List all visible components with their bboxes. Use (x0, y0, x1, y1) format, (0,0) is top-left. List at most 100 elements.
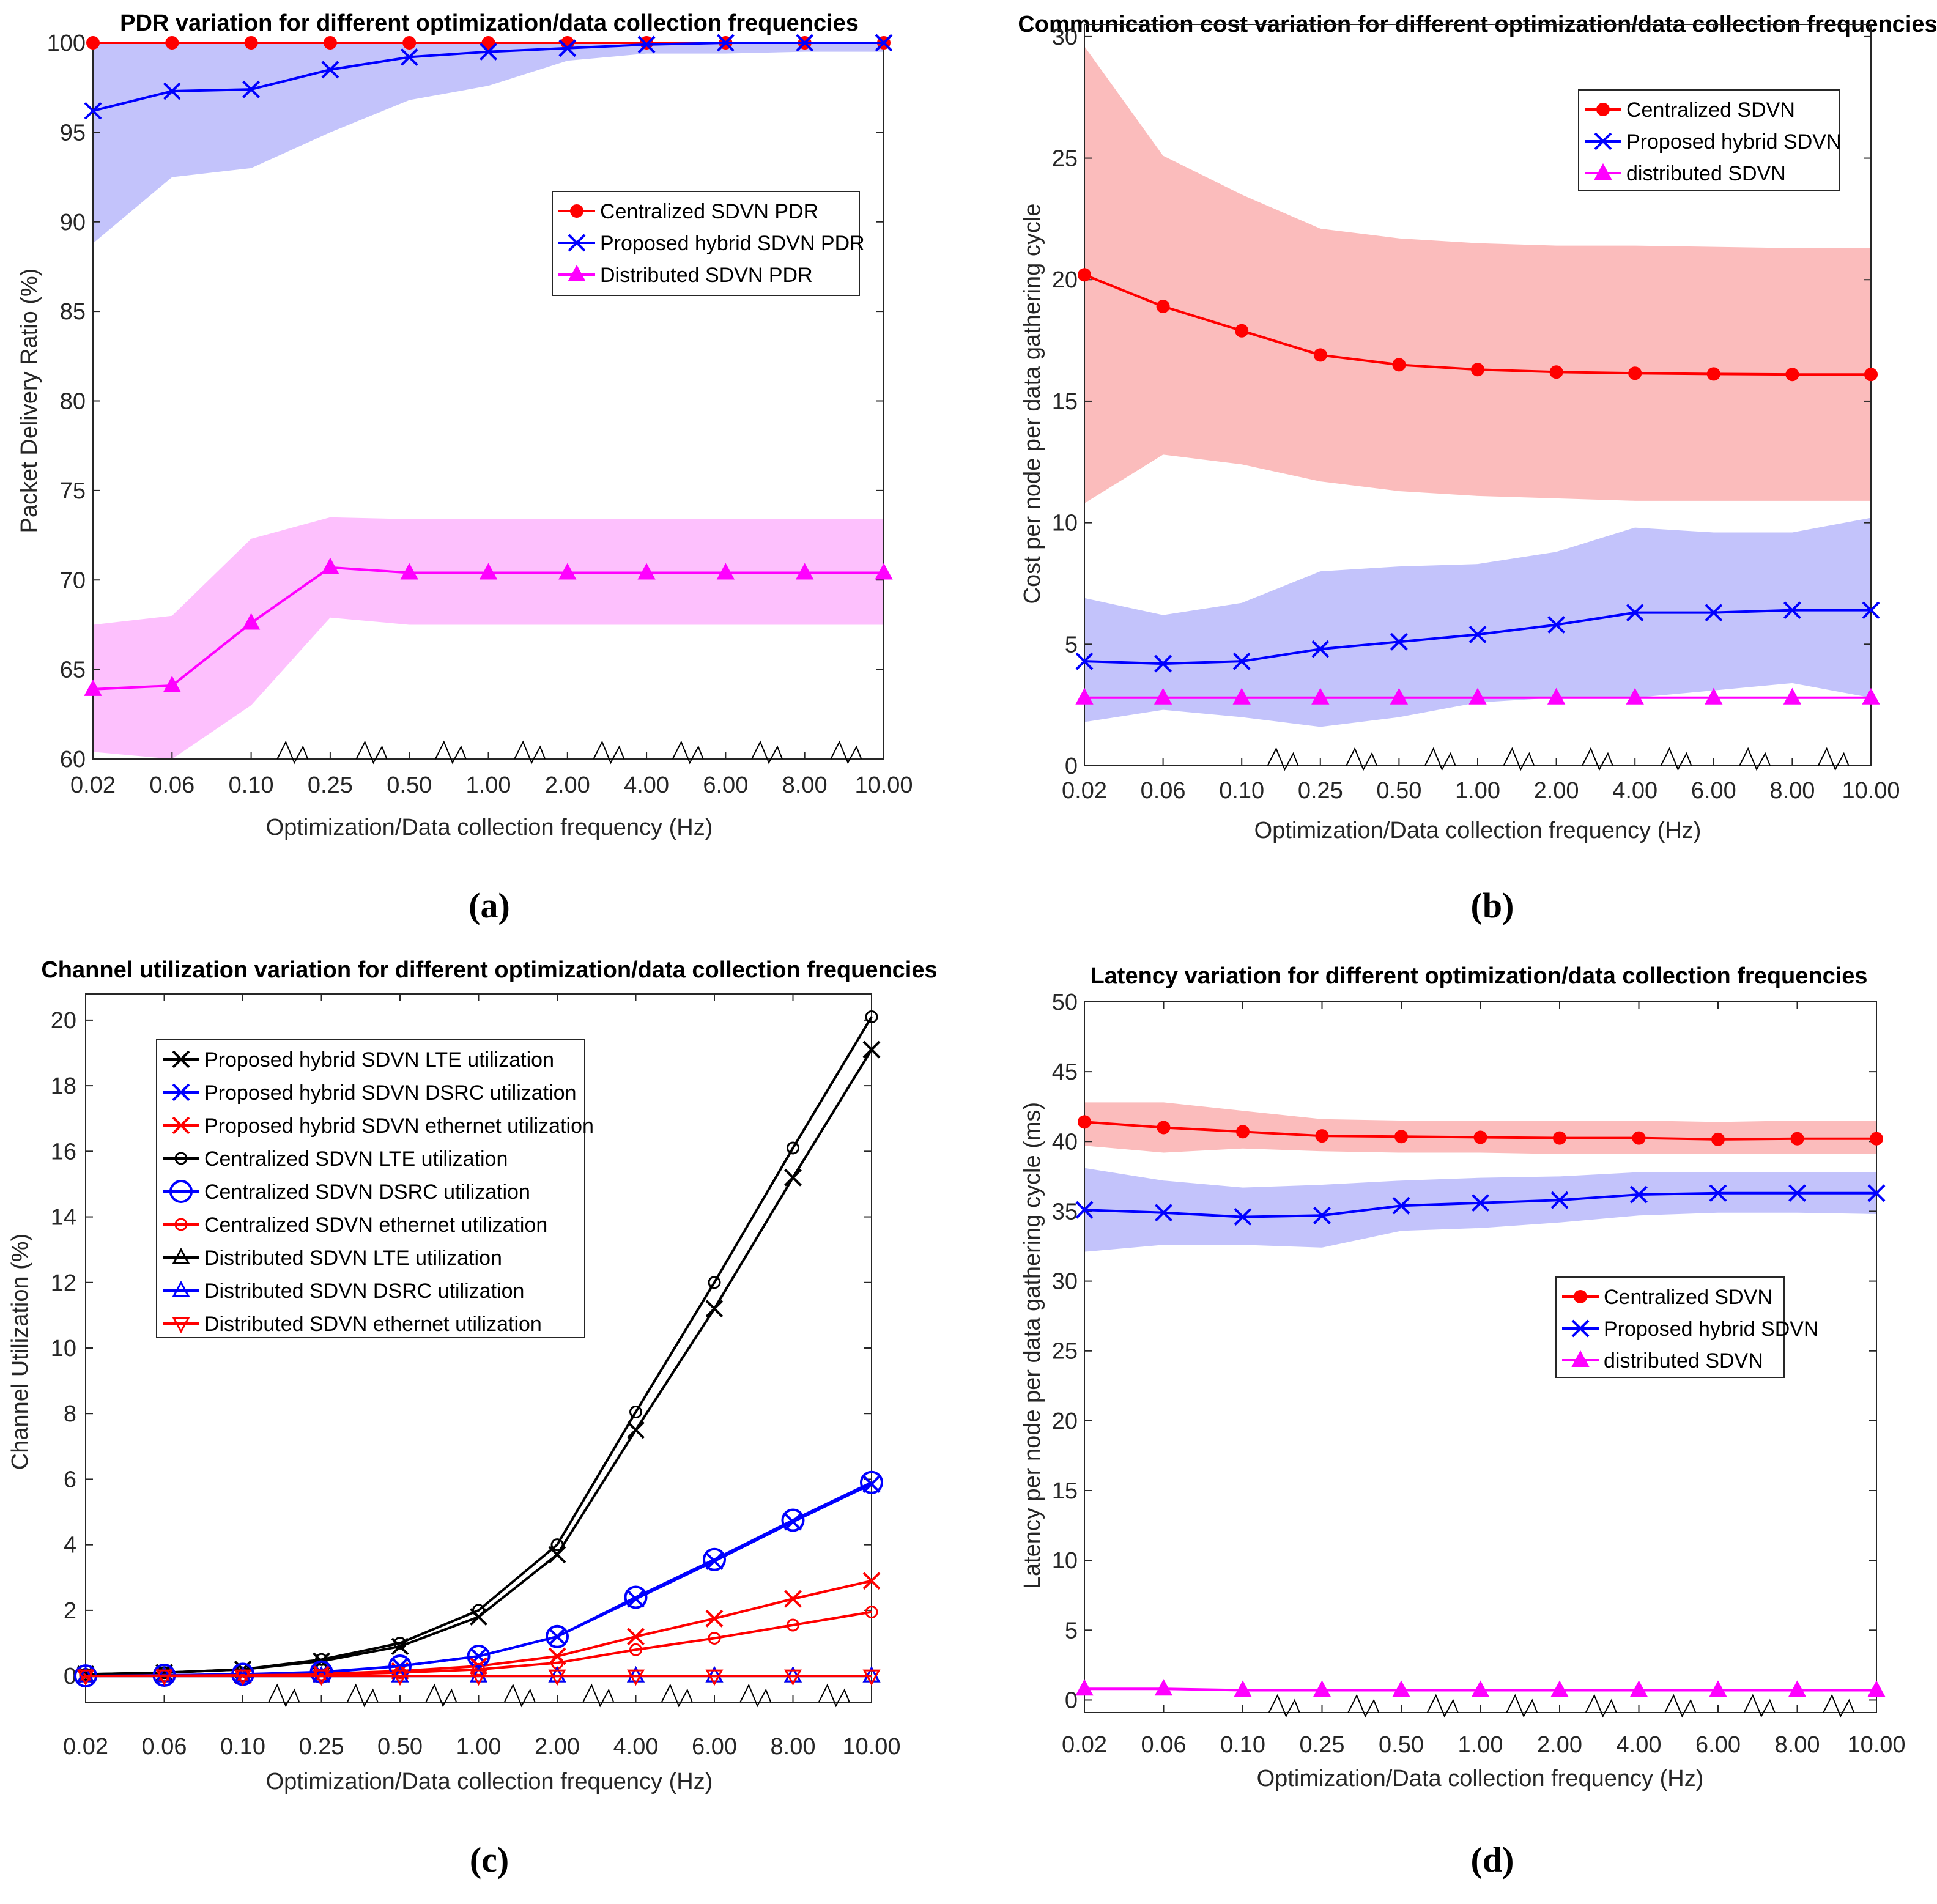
axis-break-mark (514, 740, 546, 765)
data-point-s0-p10 (1864, 368, 1878, 382)
data-point-s0-p0 (1078, 1115, 1091, 1129)
confidence-band-2 (93, 517, 884, 759)
x-tick-label: 0.02 (70, 772, 116, 798)
x-tick-label: 0.10 (220, 1734, 265, 1760)
y-tick-label: 20 (51, 1008, 76, 1034)
data-point-s0-p10 (1870, 1132, 1883, 1146)
legend-label: Centralized SDVN ethernet utilization (204, 1213, 547, 1237)
data-point-s2-p7 (627, 1628, 645, 1646)
x-tick-label: 6.00 (1695, 1732, 1741, 1758)
data-point-s1-p6 (1547, 616, 1566, 634)
data-point-s1-p4 (400, 48, 418, 66)
panel-caption: (c) (470, 1840, 509, 1880)
data-point-s0-p6 (1549, 365, 1563, 379)
data-point-s1-p4 (1390, 632, 1408, 651)
panel-caption: (a) (469, 886, 510, 925)
y-tick-label: 20 (1052, 267, 1078, 293)
axis-break-mark (1424, 747, 1456, 771)
x-tick-label: 10.00 (842, 1734, 900, 1760)
data-point-s1-p9 (1788, 1184, 1806, 1202)
axis-break-mark (346, 1683, 379, 1708)
y-tick-label: 80 (60, 389, 86, 415)
data-point-s0-p7 (627, 1421, 645, 1439)
data-point-s2-p8 (1709, 1680, 1727, 1697)
axis-break-mark (1426, 1694, 1459, 1718)
data-point-s1-p10 (1862, 601, 1880, 620)
x-tick-label: 0.02 (63, 1734, 108, 1760)
legend-marker (172, 1083, 190, 1102)
panel-a: PDR variation for different optimization… (17, 10, 913, 925)
data-point-s1-p5 (480, 43, 497, 61)
legend-marker (1596, 103, 1610, 116)
axis-break-mark (1347, 1694, 1380, 1718)
data-point-s2-p7 (637, 563, 656, 580)
y-tick-label: 25 (1052, 146, 1078, 172)
confidence-band-0 (1084, 46, 1871, 503)
x-tick-label: 8.00 (1769, 778, 1815, 804)
legend-box (156, 1039, 585, 1338)
legend-label: Distributed SDVN LTE utilization (204, 1246, 502, 1270)
y-tick-label: 30 (1052, 24, 1078, 50)
x-tick-label: 2.00 (535, 1734, 580, 1760)
data-point-s1-p4 (1392, 1196, 1410, 1215)
axis-break-mark (1743, 1694, 1776, 1718)
legend-label: Centralized SDVN (1604, 1286, 1772, 1309)
data-point-s8-p7 (626, 1669, 645, 1686)
data-point-s0-p5 (1471, 363, 1484, 377)
legend-marker (174, 1218, 188, 1231)
x-tick-label: 6.00 (703, 772, 748, 798)
y-tick-label: 30 (1052, 1269, 1078, 1295)
data-point-s5-p8 (708, 1631, 721, 1645)
data-point-s4-p10 (860, 1470, 883, 1494)
x-tick-label: 6.00 (692, 1734, 737, 1760)
x-tick-label: 1.00 (1458, 1732, 1503, 1758)
legend-label: Distributed SDVN PDR (600, 264, 813, 287)
axis-break-mark (1585, 1694, 1617, 1718)
data-point-s1-p0 (84, 102, 102, 120)
axis-break-mark (1660, 747, 1692, 771)
legend-label: Proposed hybrid SDVN LTE utilization (204, 1048, 554, 1072)
data-point-s0-p2 (1236, 1125, 1250, 1139)
data-point-s7-p1 (155, 1665, 174, 1683)
x-tick-label: 0.50 (387, 772, 432, 798)
data-point-s0-p3 (323, 36, 337, 50)
data-point-s7-p6 (548, 1665, 566, 1683)
data-point-s1-p1 (1155, 1204, 1172, 1222)
data-point-s2-p0 (84, 679, 102, 696)
data-point-s7-p3 (312, 1665, 331, 1683)
data-point-s2-p10 (862, 1572, 881, 1590)
data-point-s0-p1 (165, 36, 179, 50)
data-point-s2-p8 (716, 563, 735, 580)
data-point-s2-p2 (1234, 1680, 1252, 1697)
data-point-s4-p7 (624, 1585, 648, 1609)
data-point-s1-p2 (1232, 652, 1251, 670)
y-tick-label: 50 (1052, 990, 1078, 1015)
y-tick-label: 15 (1052, 389, 1078, 415)
chart-title: PDR variation for different optimization… (120, 10, 859, 36)
data-point-s1-p8 (1709, 1184, 1727, 1202)
y-tick-label: 25 (1052, 1339, 1078, 1365)
axis-break-mark (830, 740, 862, 765)
axis-break-mark (672, 740, 704, 765)
panel-c: Channel utilization variation for differ… (7, 957, 938, 1880)
data-point-s1-p9 (1783, 601, 1801, 620)
legend-label: Centralized SDVN (1626, 98, 1795, 122)
data-point-s0-p3 (1313, 348, 1327, 362)
axis-break-mark (1823, 1694, 1855, 1718)
y-tick-label: 18 (51, 1073, 76, 1099)
y-tick-label: 70 (60, 568, 86, 593)
data-point-s5-p10 (865, 1606, 878, 1619)
x-tick-label: 0.10 (229, 772, 274, 798)
x-tick-label: 4.00 (1612, 778, 1657, 804)
data-point-s1-p8 (1705, 604, 1723, 622)
data-point-s8-p8 (705, 1669, 724, 1686)
data-point-s3-p5 (472, 1604, 485, 1617)
legend-marker (1594, 132, 1612, 150)
data-point-s5-p9 (787, 1618, 799, 1632)
data-point-s8-p1 (155, 1669, 174, 1686)
y-tick-label: 12 (51, 1270, 76, 1296)
y-tick-label: 100 (47, 31, 86, 56)
y-tick-label: 0 (1065, 1687, 1078, 1713)
data-point-s1-p3 (1311, 640, 1330, 658)
